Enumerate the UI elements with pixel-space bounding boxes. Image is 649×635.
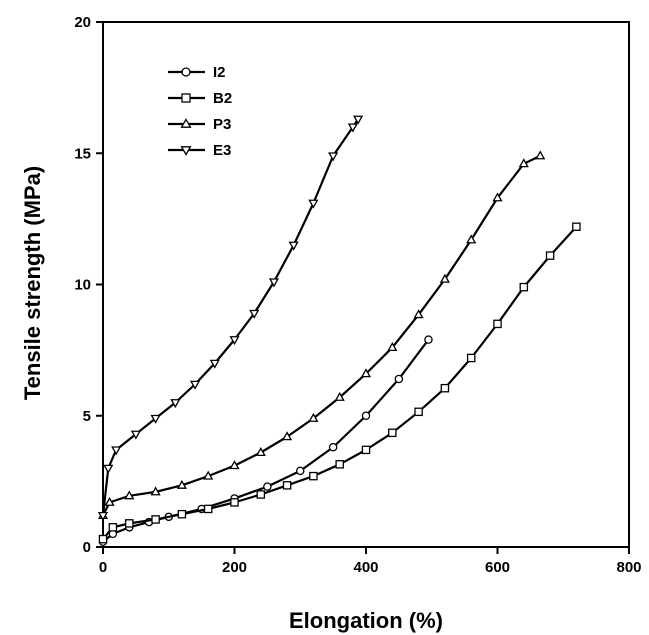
data-point [150,486,161,496]
data-point [203,504,213,514]
data-point [203,470,214,480]
data-point [439,273,450,283]
data-point [98,534,108,544]
data-point [308,412,319,422]
data-point [519,282,529,292]
y-tick-label: 0 [83,539,91,556]
data-point [103,464,114,474]
data-point [97,511,109,521]
legend-item-b2: B2 [168,90,232,107]
data-point [334,391,345,401]
series-line-b2 [102,226,578,540]
data-point [177,509,187,519]
x-tick-label: 800 [616,559,641,576]
data-point [295,466,305,476]
data-point [387,342,398,352]
data-point [151,515,160,524]
legend-marker [180,146,192,156]
series-b2 [98,222,581,544]
x-tick-label: 400 [353,559,378,576]
data-point [535,150,546,160]
y-tick-label: 5 [83,408,91,425]
x-tick-label: 0 [99,559,107,576]
x-tick-label: 200 [222,559,247,576]
legend-label: E3 [213,142,231,159]
data-point [229,460,240,470]
data-point [230,498,239,507]
data-point [388,428,397,438]
series-e3 [97,115,364,521]
data-point [328,152,339,162]
y-tick-label: 10 [74,277,91,294]
data-point [440,383,450,393]
x-tick-label: 600 [485,559,510,576]
data-point [209,359,220,369]
data-point [124,490,135,500]
series-line-e3 [101,118,360,516]
data-point [466,234,477,244]
data-point [282,481,292,490]
data-point [308,199,319,209]
data-point [282,431,293,441]
data-point [150,414,161,424]
data-point [125,519,134,528]
data-point [309,471,318,481]
legend-marker [181,93,191,103]
data-point [328,442,338,452]
data-point [130,430,141,440]
legend-item-p3: P3 [168,116,231,133]
data-point [249,309,260,319]
data-point [111,446,122,456]
data-point [493,319,502,329]
data-point [424,335,433,344]
data-point [466,353,476,363]
data-point [360,368,372,378]
data-point [104,496,115,506]
series-p3 [97,150,546,520]
legend-label: B2 [213,90,232,107]
data-point [108,523,118,532]
data-point [545,251,555,260]
data-point [572,222,581,231]
x-axis-title: Elongation (%) [289,608,443,633]
data-point [413,309,424,319]
data-point [288,241,299,251]
data-point [353,115,364,125]
legend-item-i2: I2 [168,64,226,81]
data-point [255,447,266,457]
y-axis-title: Tensile strength (MPa) [20,166,45,400]
data-point [170,399,181,409]
data-point [518,158,529,168]
data-point [347,123,358,133]
y-tick-label: 20 [74,14,91,31]
legend-marker [181,67,191,77]
data-point [414,407,423,417]
data-point [361,411,371,420]
data-point [361,445,371,455]
data-point [268,278,280,288]
series-line-p3 [102,154,541,516]
y-tick-label: 15 [74,145,91,162]
legend-label: P3 [213,116,231,133]
data-point [256,490,266,499]
data-point [394,374,404,384]
data-point [229,336,240,346]
data-point [263,482,272,491]
data-point [189,380,201,390]
data-point [492,192,503,202]
data-point [176,479,187,489]
data-point [335,460,344,469]
legend-label: I2 [213,64,226,81]
legend-marker [180,118,192,128]
legend-item-e3: E3 [168,142,231,159]
